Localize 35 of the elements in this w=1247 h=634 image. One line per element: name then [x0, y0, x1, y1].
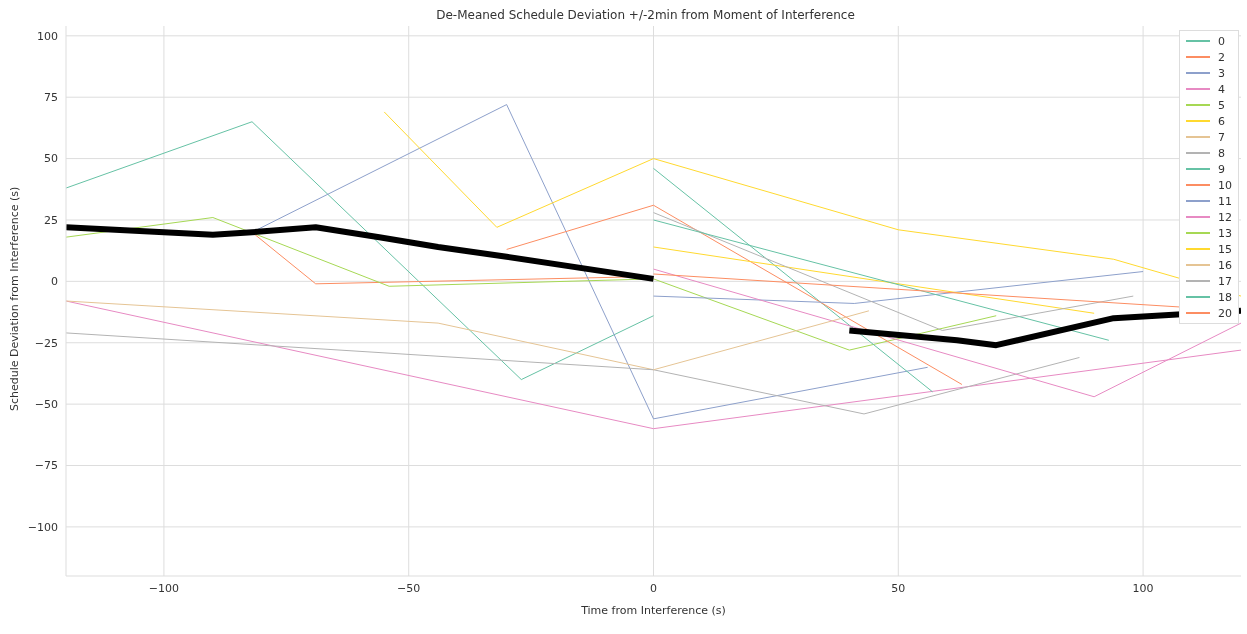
legend-label: 5: [1218, 98, 1225, 112]
y-axis-title: Schedule Deviation from Interference (s): [7, 186, 21, 411]
legend-label: 6: [1218, 114, 1225, 128]
y-tick-label: 75: [44, 91, 58, 105]
legend-label: 20: [1218, 306, 1232, 320]
y-tick-label: −25: [34, 336, 58, 350]
x-tick-label: 50: [891, 581, 906, 595]
legend-label: 12: [1218, 210, 1232, 224]
x-tick-label: 0: [650, 581, 657, 595]
legend-label: 0: [1218, 34, 1225, 48]
y-tick-label: −50: [34, 398, 58, 412]
legend-label: 18: [1218, 290, 1232, 304]
x-axis-title: Time from Interference (s): [580, 604, 726, 617]
legend-label: 2: [1218, 50, 1225, 64]
legend-label: 13: [1218, 226, 1232, 240]
legend-label: 15: [1218, 242, 1232, 256]
legend-label: 10: [1218, 178, 1232, 192]
legend-label: 7: [1218, 130, 1225, 144]
y-tick-label: 25: [44, 213, 58, 227]
y-tick-label: 0: [51, 275, 58, 289]
legend-label: 16: [1218, 258, 1232, 272]
legend-label: 8: [1218, 146, 1225, 160]
legend-label: 4: [1218, 82, 1225, 96]
legend-label: 17: [1218, 274, 1232, 288]
x-tick-label: 100: [1132, 581, 1154, 595]
legend-label: 3: [1218, 66, 1225, 80]
y-tick-label: 100: [37, 29, 58, 43]
y-tick-label: −100: [27, 520, 58, 534]
legend-label: 9: [1218, 162, 1225, 176]
chart-title: De-Meaned Schedule Deviation +/-2min from Moment of Interference: [435, 8, 856, 24]
legend-label: 11: [1218, 194, 1232, 208]
y-tick-label: −75: [34, 459, 58, 473]
x-tick-label: −100: [148, 581, 180, 595]
x-tick-label: −50: [397, 581, 421, 595]
y-tick-label: 50: [44, 152, 58, 166]
